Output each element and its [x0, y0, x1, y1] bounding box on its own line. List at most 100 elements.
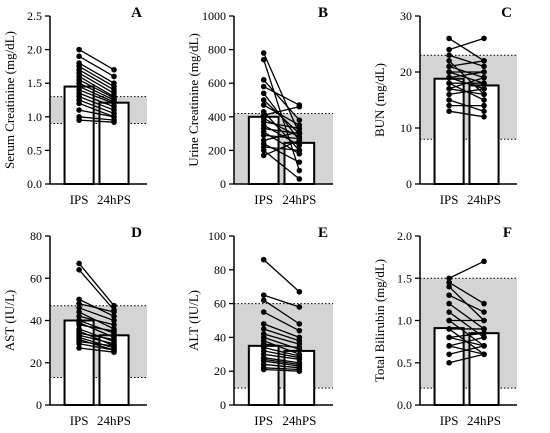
data-point-24hps: [296, 321, 303, 327]
pair-line: [448, 60, 485, 68]
panel-letter: A: [131, 5, 142, 21]
data-point-ips: [446, 343, 452, 349]
pair-line: [448, 54, 485, 68]
data-point-24hps: [481, 91, 487, 98]
pair-line: [78, 49, 115, 71]
y-axis-title: Serum Creatinine (mg/dL): [2, 31, 17, 169]
data-point-24hps: [481, 351, 487, 358]
pair-line: [78, 302, 115, 313]
x-category-label: 24hPS: [282, 413, 316, 428]
pair-line: [78, 79, 115, 99]
data-point-24hps: [481, 317, 487, 324]
data-point-ips: [446, 292, 452, 298]
y-tick-label: 100: [208, 229, 226, 243]
data-point-24hps: [296, 147, 303, 154]
data-point-24hps: [481, 58, 487, 64]
pair-line: [78, 109, 115, 118]
data-point-24hps: [481, 334, 487, 341]
data-point-24hps: [111, 349, 117, 355]
pair-line: [263, 367, 300, 371]
pair-line: [78, 263, 115, 307]
pair-line: [448, 88, 485, 96]
data-point-24hps: [111, 313, 117, 320]
data-point-24hps: [481, 108, 487, 114]
data-point-24hps: [481, 80, 487, 86]
pair-line: [78, 75, 115, 98]
y-tick-label: 200: [208, 143, 226, 157]
y-axis-title: ALT (IU/L): [186, 290, 201, 351]
data-point-24hps: [481, 86, 487, 92]
panel-d: 0 20 40 60 80 IPS 24hPS AST (IU/L) D: [2, 225, 147, 428]
data-point-24hps: [111, 317, 117, 324]
pair-line: [78, 99, 115, 115]
pair-line: [263, 360, 300, 367]
data-point-ips: [260, 132, 267, 139]
data-point-ips: [260, 152, 267, 159]
panel-f: 0.0 0.5 1.0 1.5 2.0 IPS 24hPS Total Bilirubin (…: [372, 225, 517, 428]
pair-line: [448, 319, 485, 347]
pair-line: [263, 357, 300, 364]
pair-line: [78, 102, 115, 118]
pair-line: [79, 119, 115, 123]
data-point-ips: [76, 321, 82, 328]
pair-line: [448, 345, 485, 355]
pair-line: [78, 334, 115, 345]
data-point-24hps: [111, 328, 117, 334]
pair-line: [78, 82, 115, 101]
data-point-24hps: [111, 343, 117, 349]
y-tick-label: 40: [30, 314, 42, 328]
data-point-ips: [446, 351, 452, 358]
data-point-24hps: [111, 336, 117, 343]
y-tick-label: 20: [214, 364, 226, 378]
pair-line: [78, 96, 115, 111]
data-point-ips: [260, 309, 267, 315]
pair-line: [78, 55, 115, 78]
data-point-ips: [76, 117, 82, 123]
y-tick-label: 2.0: [27, 43, 42, 57]
data-point-ips: [446, 69, 452, 75]
pair-line: [78, 89, 115, 104]
pair-line: [78, 92, 115, 108]
data-point-24hps: [296, 159, 303, 165]
pair-line: [263, 294, 300, 308]
y-tick-label: 80: [214, 263, 226, 277]
x-category-label: 24hPS: [467, 192, 501, 207]
x-category-label: IPS: [440, 413, 459, 428]
pair-line: [263, 358, 300, 366]
pair-line: [448, 37, 485, 51]
pair-line: [449, 332, 485, 339]
y-tick-label: 1000: [202, 9, 226, 23]
panel-letter: B: [318, 5, 328, 21]
pair-line: [448, 353, 485, 364]
pair-line: [448, 71, 485, 79]
panel-a: 0.0 0.5 1.0 1.5 2.0 2.5 IPS 24hPS Serum Creatini…: [2, 5, 147, 207]
data-point-24hps: [481, 258, 487, 265]
data-point-ips: [446, 326, 452, 332]
y-axis-title: BUN (mg/dL): [372, 63, 387, 137]
pair-line: [78, 330, 115, 347]
data-point-24hps: [481, 300, 487, 307]
pair-line: [448, 311, 485, 338]
pair-line: [263, 340, 300, 355]
panel-letter: F: [503, 225, 512, 241]
data-point-ips: [260, 83, 267, 90]
x-category-label: IPS: [254, 192, 273, 207]
pair-line: [78, 307, 115, 322]
data-point-ips: [446, 300, 452, 307]
pair-line: [79, 116, 115, 121]
y-tick-label: 40: [214, 330, 226, 344]
y-tick-label: 80: [30, 229, 42, 243]
data-point-24hps: [481, 330, 487, 336]
y-tick-label: 30: [400, 9, 412, 23]
data-point-ips: [260, 256, 267, 263]
data-point-ips: [446, 46, 452, 53]
pair-line: [79, 340, 115, 347]
pair-line: [263, 368, 300, 372]
pair-line: [263, 146, 300, 152]
pair-line: [78, 322, 115, 338]
data-point-24hps: [481, 69, 487, 75]
data-point-ips: [446, 97, 452, 103]
data-point-ips: [446, 35, 452, 42]
y-axis-title: Total Bilirubin (mg/dL): [372, 259, 387, 382]
pair-line: [263, 106, 300, 116]
